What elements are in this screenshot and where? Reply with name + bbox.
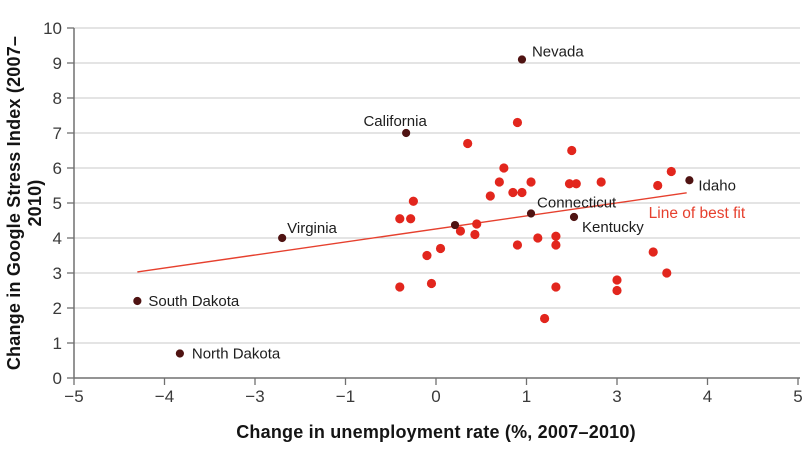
data-point [551, 231, 561, 241]
data-point [455, 226, 466, 236]
data-point [517, 187, 527, 198]
data-point [540, 313, 550, 324]
x-tick-label: −5 [64, 387, 83, 406]
y-tick-label: 6 [53, 159, 62, 178]
y-tick-label: 8 [53, 89, 62, 108]
data-point [485, 191, 495, 201]
data-point [551, 240, 561, 250]
y-tick-label: 7 [53, 124, 62, 143]
y-tick-label: 3 [53, 264, 62, 283]
y-axis-title: Change in Google Stress Index (2007–2010… [4, 35, 45, 371]
y-tick-label: 9 [53, 54, 62, 73]
data-point [512, 117, 523, 128]
y-tick-label: 1 [53, 334, 62, 353]
data-point [472, 219, 482, 229]
data-point-idaho [685, 176, 694, 185]
data-point-north-dakota [175, 349, 184, 358]
data-point [666, 166, 676, 177]
data-point [463, 138, 473, 149]
data-point-virginia [278, 233, 287, 243]
state-label-south-dakota: South Dakota [148, 293, 240, 310]
x-tick-label: 0 [431, 387, 440, 406]
data-point [533, 233, 543, 243]
data-point [395, 282, 405, 292]
x-tick-label: −1 [336, 387, 355, 406]
data-point-california [402, 128, 411, 138]
data-point [648, 247, 658, 257]
data-point [408, 196, 418, 206]
data-point [526, 177, 536, 187]
data-point [422, 250, 432, 261]
data-point [653, 180, 663, 191]
trendline [137, 192, 687, 273]
data-point [470, 229, 480, 240]
data-point [512, 240, 523, 250]
data-point [564, 179, 575, 189]
state-label-north-dakota: North Dakota [192, 346, 281, 363]
data-point-connecticut [526, 209, 536, 218]
data-point [612, 285, 622, 296]
y-tick-label: 4 [53, 229, 62, 248]
state-label-connecticut: Connecticut [537, 195, 617, 212]
state-label-kentucky: Kentucky [582, 219, 644, 236]
trendline-label: Line of best fit [649, 205, 746, 222]
data-point [571, 179, 581, 189]
data-point [567, 145, 577, 156]
data-point [494, 177, 504, 187]
data-point-south-dakota [133, 296, 142, 306]
data-point [662, 268, 672, 278]
data-point [499, 163, 509, 173]
y-tick-label: 2 [53, 299, 62, 318]
data-point [435, 243, 446, 254]
data-point [612, 275, 622, 285]
state-label-idaho: Idaho [698, 177, 736, 194]
x-tick-label: 4 [703, 387, 712, 406]
state-label-nevada: Nevada [532, 44, 584, 61]
y-tick-label: 10 [43, 19, 62, 38]
data-point-kentucky [569, 212, 579, 222]
data-point [508, 187, 518, 198]
data-point-unlabeled [450, 220, 460, 230]
state-label-virginia: Virginia [287, 220, 337, 237]
x-tick-label: 1 [522, 387, 531, 406]
state-label-california: California [363, 113, 427, 130]
data-point [596, 177, 606, 187]
x-tick-label: −4 [155, 387, 174, 406]
y-tick-label: 5 [53, 194, 62, 213]
data-point-nevada [517, 55, 527, 64]
y-tick-label: 0 [53, 369, 62, 388]
data-point [395, 214, 405, 224]
data-point [551, 282, 561, 292]
x-tick-label: 3 [612, 387, 621, 406]
x-tick-label: 5 [793, 387, 802, 406]
data-point [426, 278, 437, 289]
data-point [406, 214, 416, 224]
x-tick-label: −3 [245, 387, 264, 406]
x-axis-title: Change in unemployment rate (%, 2007–201… [236, 422, 636, 442]
